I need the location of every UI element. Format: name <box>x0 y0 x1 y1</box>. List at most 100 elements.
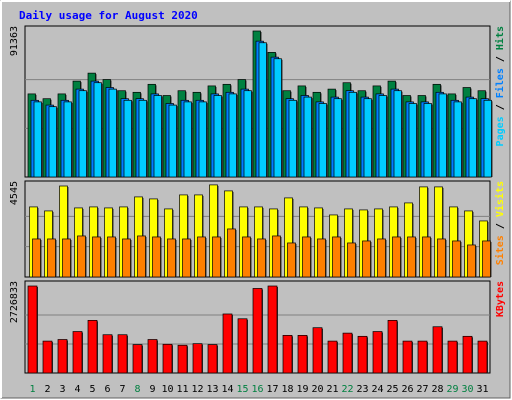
bar-kbytes-day-29 <box>447 340 458 374</box>
bar-sites-day-24 <box>377 238 386 278</box>
bar-sites-day-9 <box>152 236 161 278</box>
panel-middle-legend: Sites / Visits <box>494 181 506 265</box>
bar-pages-day-2 <box>48 106 57 178</box>
bar-kbytes-day-27 <box>417 340 428 374</box>
x-tick-label-26: 26 <box>401 384 413 395</box>
bar-kbytes-day-3 <box>57 339 68 374</box>
bar-sites-day-3 <box>62 238 71 278</box>
x-tick-label-24: 24 <box>371 384 383 395</box>
x-tick-label-13: 13 <box>206 384 218 395</box>
bar-pages-day-25 <box>393 90 402 178</box>
bar-pages-day-6 <box>108 88 117 178</box>
bar-sites-day-27 <box>422 236 431 278</box>
bar-kbytes-day-26 <box>402 340 413 374</box>
x-tick-label-4: 4 <box>74 384 80 395</box>
x-tick-label-12: 12 <box>191 384 203 395</box>
bar-sites-day-4 <box>77 235 86 278</box>
x-tick-label-16: 16 <box>251 384 263 395</box>
bar-sites-day-21 <box>332 236 341 278</box>
legend-files: Files <box>494 68 506 98</box>
x-tick-label-23: 23 <box>356 384 368 395</box>
panel-bottom-legend: KBytes <box>495 281 506 317</box>
x-tick-label-30: 30 <box>461 384 473 395</box>
bar-kbytes-day-22 <box>342 332 353 374</box>
bar-sites-day-25 <box>392 236 401 278</box>
bar-sites-day-31 <box>482 240 491 278</box>
bar-kbytes-day-16 <box>252 288 263 374</box>
bar-kbytes-day-6 <box>102 334 113 374</box>
chart-panels: 91363 Pages / Files / Hits 4545 Sites / Vis… <box>9 25 506 374</box>
bar-pages-day-17 <box>273 58 282 178</box>
panel-top-max-label: 91363 <box>9 26 20 56</box>
bar-sites-day-13 <box>212 236 221 278</box>
bar-pages-day-20 <box>318 103 327 178</box>
bar-pages-day-16 <box>258 42 267 178</box>
x-tick-label-11: 11 <box>176 384 188 395</box>
bar-kbytes-day-2 <box>42 340 53 374</box>
bar-sites-day-5 <box>92 236 101 278</box>
panel-bottom-max-label: 2726833 <box>9 281 20 323</box>
bar-kbytes-day-13 <box>207 344 218 374</box>
x-tick-label-9: 9 <box>149 384 155 395</box>
bar-pages-day-14 <box>228 93 237 178</box>
legend-kbytes: KBytes <box>495 281 506 317</box>
legend-separator: / <box>495 50 506 68</box>
panel-top-legend: Pages / Files / Hits <box>494 26 506 146</box>
bar-kbytes-day-8 <box>132 344 143 374</box>
bar-kbytes-day-30 <box>462 335 473 374</box>
bar-pages-day-26 <box>408 103 417 178</box>
bar-sites-day-28 <box>437 238 446 278</box>
bar-pages-day-19 <box>303 96 312 178</box>
bar-pages-day-15 <box>243 90 252 178</box>
bar-sites-day-10 <box>167 238 176 278</box>
bar-pages-day-24 <box>378 95 387 178</box>
bar-kbytes-day-31 <box>477 340 488 374</box>
bar-pages-day-12 <box>198 101 207 178</box>
panel-middle: 4545 Sites / Visits <box>9 180 506 278</box>
bar-kbytes-day-14 <box>222 313 233 374</box>
legend-separator: / <box>495 217 506 235</box>
x-tick-label-18: 18 <box>281 384 293 395</box>
x-tick-label-8: 8 <box>134 384 140 395</box>
x-tick-label-17: 17 <box>266 384 278 395</box>
x-tick-label-1: 1 <box>29 384 35 395</box>
panel-top: 91363 Pages / Files / Hits <box>9 25 506 178</box>
bar-sites-day-18 <box>287 242 296 278</box>
bar-pages-day-4 <box>78 90 87 178</box>
bar-sites-day-15 <box>242 236 251 278</box>
bar-sites-day-20 <box>317 238 326 278</box>
legend-visits: Visits <box>494 181 506 217</box>
bar-kbytes-day-20 <box>312 327 323 374</box>
bar-sites-day-22 <box>347 242 356 278</box>
x-tick-label-15: 15 <box>236 384 248 395</box>
bar-sites-day-23 <box>362 240 371 278</box>
x-tick-label-14: 14 <box>221 384 233 395</box>
bar-kbytes-day-18 <box>282 335 293 374</box>
x-tick-label-20: 20 <box>311 384 323 395</box>
x-tick-label-3: 3 <box>59 384 65 395</box>
bar-pages-day-22 <box>348 91 357 178</box>
x-tick-label-31: 31 <box>476 384 488 395</box>
bar-pages-day-8 <box>138 99 147 178</box>
x-tick-label-27: 27 <box>416 384 428 395</box>
bar-pages-day-13 <box>213 95 222 178</box>
bar-kbytes-day-9 <box>147 339 158 374</box>
bar-kbytes-day-21 <box>327 340 338 374</box>
legend-hits: Hits <box>494 26 506 50</box>
bar-pages-day-1 <box>33 101 42 178</box>
bar-pages-day-29 <box>453 101 462 178</box>
bar-pages-day-9 <box>153 95 162 178</box>
bar-pages-day-7 <box>123 99 132 178</box>
chart-title: Daily usage for August 2020 <box>19 9 198 22</box>
bar-sites-day-30 <box>467 244 476 278</box>
x-tick-label-25: 25 <box>386 384 398 395</box>
bar-pages-day-5 <box>93 82 102 178</box>
bar-kbytes-day-28 <box>432 326 443 374</box>
bar-kbytes-day-7 <box>117 334 128 374</box>
bar-kbytes-day-23 <box>357 335 368 374</box>
bar-sites-day-16 <box>257 238 266 278</box>
x-tick-label-6: 6 <box>104 384 110 395</box>
x-tick-label-22: 22 <box>341 384 353 395</box>
bar-kbytes-day-15 <box>237 318 248 374</box>
